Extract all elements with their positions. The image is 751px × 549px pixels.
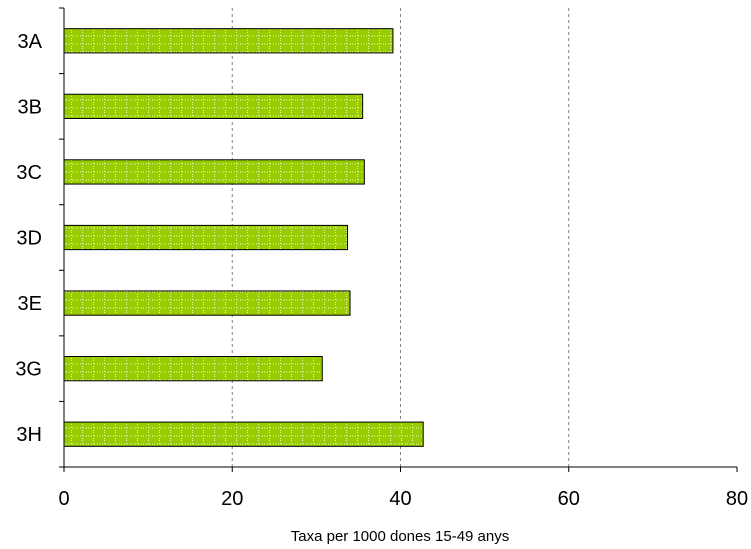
x-tick-label-80: 80 <box>726 488 748 510</box>
axes <box>59 7 738 472</box>
bar-3h <box>63 421 424 447</box>
y-tick-label-3b: 3B <box>18 96 42 118</box>
bar-3a <box>63 28 394 54</box>
x-tick-label-60: 60 <box>558 488 580 510</box>
bar-3c <box>63 159 365 185</box>
y-tick-label-3a: 3A <box>18 31 43 53</box>
x-axis-title: Taxa per 1000 dones 15-49 anys <box>291 528 510 545</box>
y-tick-label-3d: 3D <box>16 228 42 250</box>
x-tick-label-40: 40 <box>389 488 411 510</box>
x-tick-label-20: 20 <box>221 488 243 510</box>
bar-3d <box>63 224 349 251</box>
y-tick-label-3c: 3C <box>16 162 42 184</box>
x-tick-label-0: 0 <box>58 488 69 510</box>
y-tick-label-3e: 3E <box>18 293 42 315</box>
bar-3b <box>63 93 364 119</box>
bar-3g <box>63 356 323 382</box>
y-tick-label-3h: 3H <box>16 424 42 446</box>
bars-group <box>63 28 424 447</box>
bar-3e <box>63 290 351 316</box>
y-tick-label-3g: 3G <box>15 359 42 381</box>
x-tick-labels: 0 20 40 60 80 <box>58 488 748 510</box>
y-tick-labels: 3A 3B 3C 3D 3E 3G 3H <box>15 31 42 446</box>
